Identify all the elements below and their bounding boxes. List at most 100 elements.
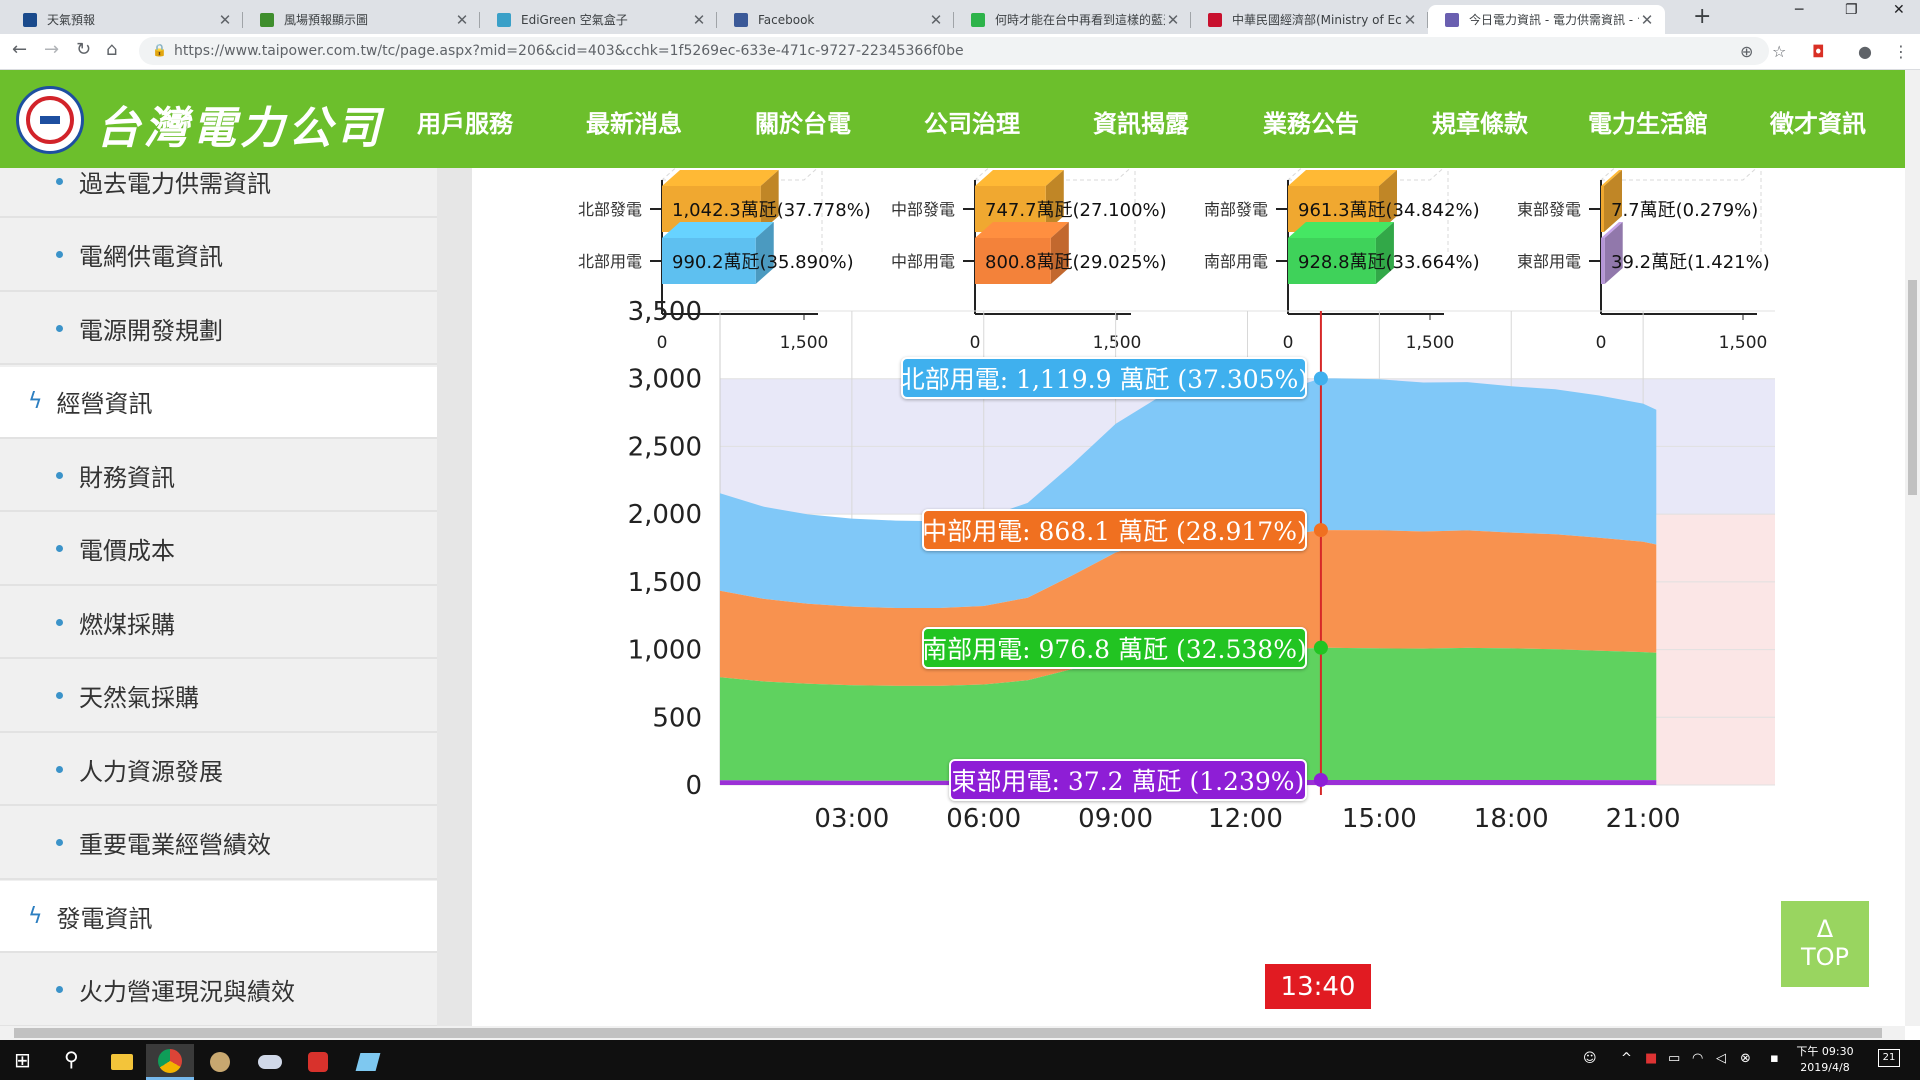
bar-top-face: [1601, 222, 1623, 238]
sidebar-category[interactable]: ϟ 發電資訊: [0, 881, 437, 953]
lock-icon: 🔒: [152, 43, 167, 57]
menu-item[interactable]: 電力生活館: [1588, 110, 1708, 138]
menu-item[interactable]: 最新消息: [586, 110, 682, 138]
wifi-icon[interactable]: ◠: [1692, 1051, 1704, 1066]
tray-expand-icon[interactable]: ^: [1621, 1051, 1632, 1066]
menu-item[interactable]: 資訊揭露: [1093, 110, 1189, 138]
tab-close-icon[interactable]: ✕: [692, 10, 706, 29]
tab-title: EdiGreen 空氣盒子: [521, 13, 628, 27]
menu-item[interactable]: 公司治理: [924, 110, 1020, 138]
app-note-icon[interactable]: [344, 1044, 392, 1080]
sidebar: 過去電力供需資訊電網供電資訊 電源開發規劃 ϟ 經營資訊財務資訊電價成本燃煤採購 天然氣…: [0, 168, 437, 1026]
bar-category-label: 北部發電: [578, 200, 642, 219]
browser-tab[interactable]: 中華民國經濟部(Ministry of Econ ✕: [1191, 5, 1428, 34]
clock[interactable]: 下午 09:30 2019/4/8: [1790, 1044, 1860, 1076]
sidebar-item[interactable]: 重要電業經營績效: [0, 807, 437, 880]
tab-close-icon[interactable]: ✕: [1640, 10, 1654, 29]
browser-tab[interactable]: 天氣預報 ✕: [6, 5, 243, 34]
new-tab-button[interactable]: +: [1693, 4, 1712, 29]
tab-close-icon[interactable]: ✕: [1166, 10, 1180, 29]
app-red-icon[interactable]: [294, 1044, 342, 1080]
menu-item[interactable]: 徵才資訊: [1770, 110, 1866, 138]
sidebar-item-label: 電價成本: [79, 537, 175, 565]
extension-icon[interactable]: ◘: [1812, 42, 1825, 61]
y-tick-label: 500: [652, 703, 702, 733]
search-icon[interactable]: ⚲: [64, 1047, 79, 1071]
bar-value-label: 961.3萬瓩(34.842%): [1298, 200, 1480, 221]
tab-separator: [1427, 12, 1428, 28]
browser-tab[interactable]: Facebook ✕: [717, 5, 954, 34]
address-bar[interactable]: 🔒 https://www.taipower.com.tw/tc/page.as…: [139, 37, 1769, 65]
bar-tick-label: 0: [657, 333, 668, 353]
forward-icon[interactable]: →: [44, 39, 60, 60]
app-cloud-icon[interactable]: [246, 1044, 294, 1080]
browser-tab[interactable]: EdiGreen 空氣盒子 ✕: [480, 5, 717, 34]
tray-battery-icon[interactable]: ▭: [1668, 1051, 1681, 1066]
menu-item[interactable]: 關於台電: [755, 110, 851, 138]
bar-tick-label: 1,500: [1406, 333, 1455, 353]
menu-item[interactable]: 業務公告: [1263, 110, 1359, 138]
maximize-icon[interactable]: ❐: [1845, 2, 1858, 18]
bar-category-label: 東部發電: [1517, 200, 1581, 219]
start-icon[interactable]: ⊞: [14, 1048, 31, 1072]
tab-separator: [1190, 12, 1191, 28]
menu-item[interactable]: 用戶服務: [417, 110, 513, 138]
y-tick-label: 2,500: [628, 432, 702, 462]
browser-tab-bar: 天氣預報 ✕ 風場預報顯示圖 ✕ EdiGreen 空氣盒子 ✕ Facebook ✕ 何時才能…: [0, 0, 1920, 34]
bar-value-label: 7.7萬瓩(0.279%): [1611, 200, 1758, 221]
back-to-top-button[interactable]: Δ TOP: [1781, 901, 1869, 987]
bar-value-label: 800.8萬瓩(29.025%): [985, 252, 1167, 273]
horizontal-scrollbar[interactable]: [0, 1026, 1905, 1040]
profile-icon[interactable]: ●: [1858, 42, 1872, 61]
bar-value-label: 1,042.3萬瓩(37.778%): [672, 200, 871, 221]
menu-item[interactable]: 規章條款: [1432, 110, 1528, 138]
site-logo-text[interactable]: 台灣電力公司: [96, 103, 384, 154]
sidebar-item[interactable]: 電價成本: [0, 513, 437, 586]
close-window-icon[interactable]: ✕: [1893, 2, 1905, 18]
browser-tab[interactable]: 何時才能在台中再看到這樣的藍天 ✕: [954, 5, 1191, 34]
sidebar-item[interactable]: 燃煤採購: [0, 587, 437, 659]
reload-icon[interactable]: ↻: [76, 39, 92, 60]
bar-side-face: [1379, 170, 1398, 232]
home-icon[interactable]: ⌂: [106, 39, 118, 60]
sidebar-item-label: 發電資訊: [56, 904, 153, 933]
browser-tab[interactable]: 風場預報顯示圖 ✕: [243, 5, 480, 34]
tab-close-icon[interactable]: ✕: [1403, 10, 1417, 29]
taipower-logo-icon[interactable]: [16, 86, 84, 154]
back-icon[interactable]: ←: [12, 39, 28, 60]
sidebar-item-label: 財務資訊: [79, 463, 175, 492]
x-tick-label: 15:00: [1342, 804, 1417, 834]
vertical-scrollbar[interactable]: [1905, 70, 1920, 1026]
tab-close-icon[interactable]: ✕: [929, 10, 943, 29]
vertical-scroll-thumb[interactable]: [1908, 280, 1917, 495]
browser-tab[interactable]: 今日電力資訊 - 電力供需資訊 - 台 ✕: [1428, 5, 1665, 34]
bullet-icon: [56, 471, 63, 479]
sidebar-category[interactable]: ϟ 經營資訊: [0, 366, 437, 439]
horizontal-scroll-thumb[interactable]: [14, 1028, 1882, 1038]
tab-close-icon[interactable]: ✕: [455, 10, 469, 29]
minimize-icon[interactable]: ─: [1795, 2, 1804, 18]
volume-icon[interactable]: ◁: [1716, 1051, 1726, 1066]
people-icon[interactable]: ☺: [1583, 1051, 1597, 1066]
tab-close-icon[interactable]: ✕: [218, 10, 232, 29]
sidebar-item[interactable]: 過去電力供需資訊: [0, 168, 437, 218]
tab-title: 何時才能在台中再看到這樣的藍天: [995, 13, 1165, 27]
file-explorer-icon[interactable]: [98, 1044, 146, 1080]
tab-favicon-icon: [1445, 12, 1459, 27]
browser-menu-icon[interactable]: ⋮: [1893, 42, 1909, 61]
bookmark-star-icon[interactable]: ☆: [1772, 42, 1787, 61]
keyboard-icon[interactable]: ▪: [1770, 1051, 1779, 1066]
notification-icon[interactable]: 21: [1878, 1049, 1900, 1067]
sidebar-item[interactable]: 財務資訊: [0, 440, 437, 512]
sidebar-item[interactable]: 電源開發規劃: [0, 293, 437, 365]
sidebar-item[interactable]: 人力資源發展: [0, 734, 437, 806]
sidebar-item-label: 過去電力供需資訊: [79, 169, 271, 198]
chrome-icon[interactable]: [146, 1044, 194, 1080]
sidebar-item[interactable]: 天然氣採購: [0, 660, 437, 733]
zoom-icon[interactable]: ⊕: [1740, 42, 1754, 61]
sidebar-item[interactable]: 電網供電資訊: [0, 219, 437, 292]
tray-security-icon[interactable]: ■: [1645, 1051, 1658, 1066]
sidebar-item[interactable]: 火力營運現況與績效: [0, 954, 437, 1026]
app-rabbit-icon[interactable]: [196, 1044, 244, 1080]
tray-network-icon[interactable]: ⊗: [1740, 1051, 1751, 1066]
